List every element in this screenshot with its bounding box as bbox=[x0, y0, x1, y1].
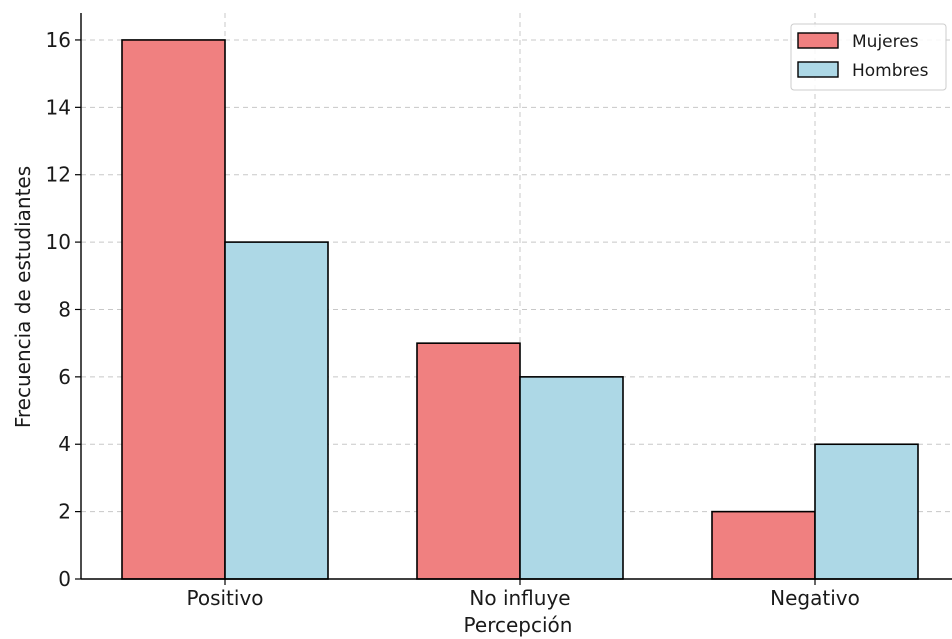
y-ticks: 0 2 4 6 8 10 12 14 16 bbox=[46, 28, 81, 591]
bar-mujeres-2 bbox=[711, 510, 816, 580]
x-tick-label: Positivo bbox=[186, 586, 263, 610]
y-tick-label: 10 bbox=[46, 230, 71, 254]
y-tick-label: 2 bbox=[58, 500, 71, 524]
x-tick-label: No influye bbox=[469, 586, 570, 610]
y-axis-title: Frecuencia de estudiantes bbox=[11, 166, 35, 428]
bar-hombres-2 bbox=[814, 443, 919, 580]
bar-hombres-1 bbox=[519, 376, 624, 580]
legend: Mujeres Hombres bbox=[790, 23, 947, 91]
y-tick-label: 0 bbox=[58, 567, 71, 591]
legend-swatch-hombres bbox=[797, 61, 839, 78]
legend-swatch-mujeres bbox=[797, 32, 839, 49]
bar-mujeres-0 bbox=[121, 39, 226, 580]
y-tick-label: 6 bbox=[58, 365, 71, 389]
y-tick-label: 8 bbox=[58, 297, 71, 321]
y-tick-label: 4 bbox=[58, 432, 71, 456]
legend-label-mujeres: Mujeres bbox=[852, 32, 919, 52]
x-axis-title: Percepción bbox=[464, 613, 573, 637]
y-tick-label: 16 bbox=[46, 28, 71, 52]
bars bbox=[121, 39, 919, 580]
y-tick-label: 14 bbox=[46, 95, 71, 119]
y-tick-label: 12 bbox=[46, 163, 71, 187]
x-ticks: Positivo No influye Negativo bbox=[186, 579, 860, 610]
bar-hombres-0 bbox=[224, 241, 329, 580]
bar-mujeres-1 bbox=[416, 342, 521, 580]
legend-label-hombres: Hombres bbox=[852, 61, 929, 81]
x-tick-label: Negativo bbox=[770, 586, 860, 610]
